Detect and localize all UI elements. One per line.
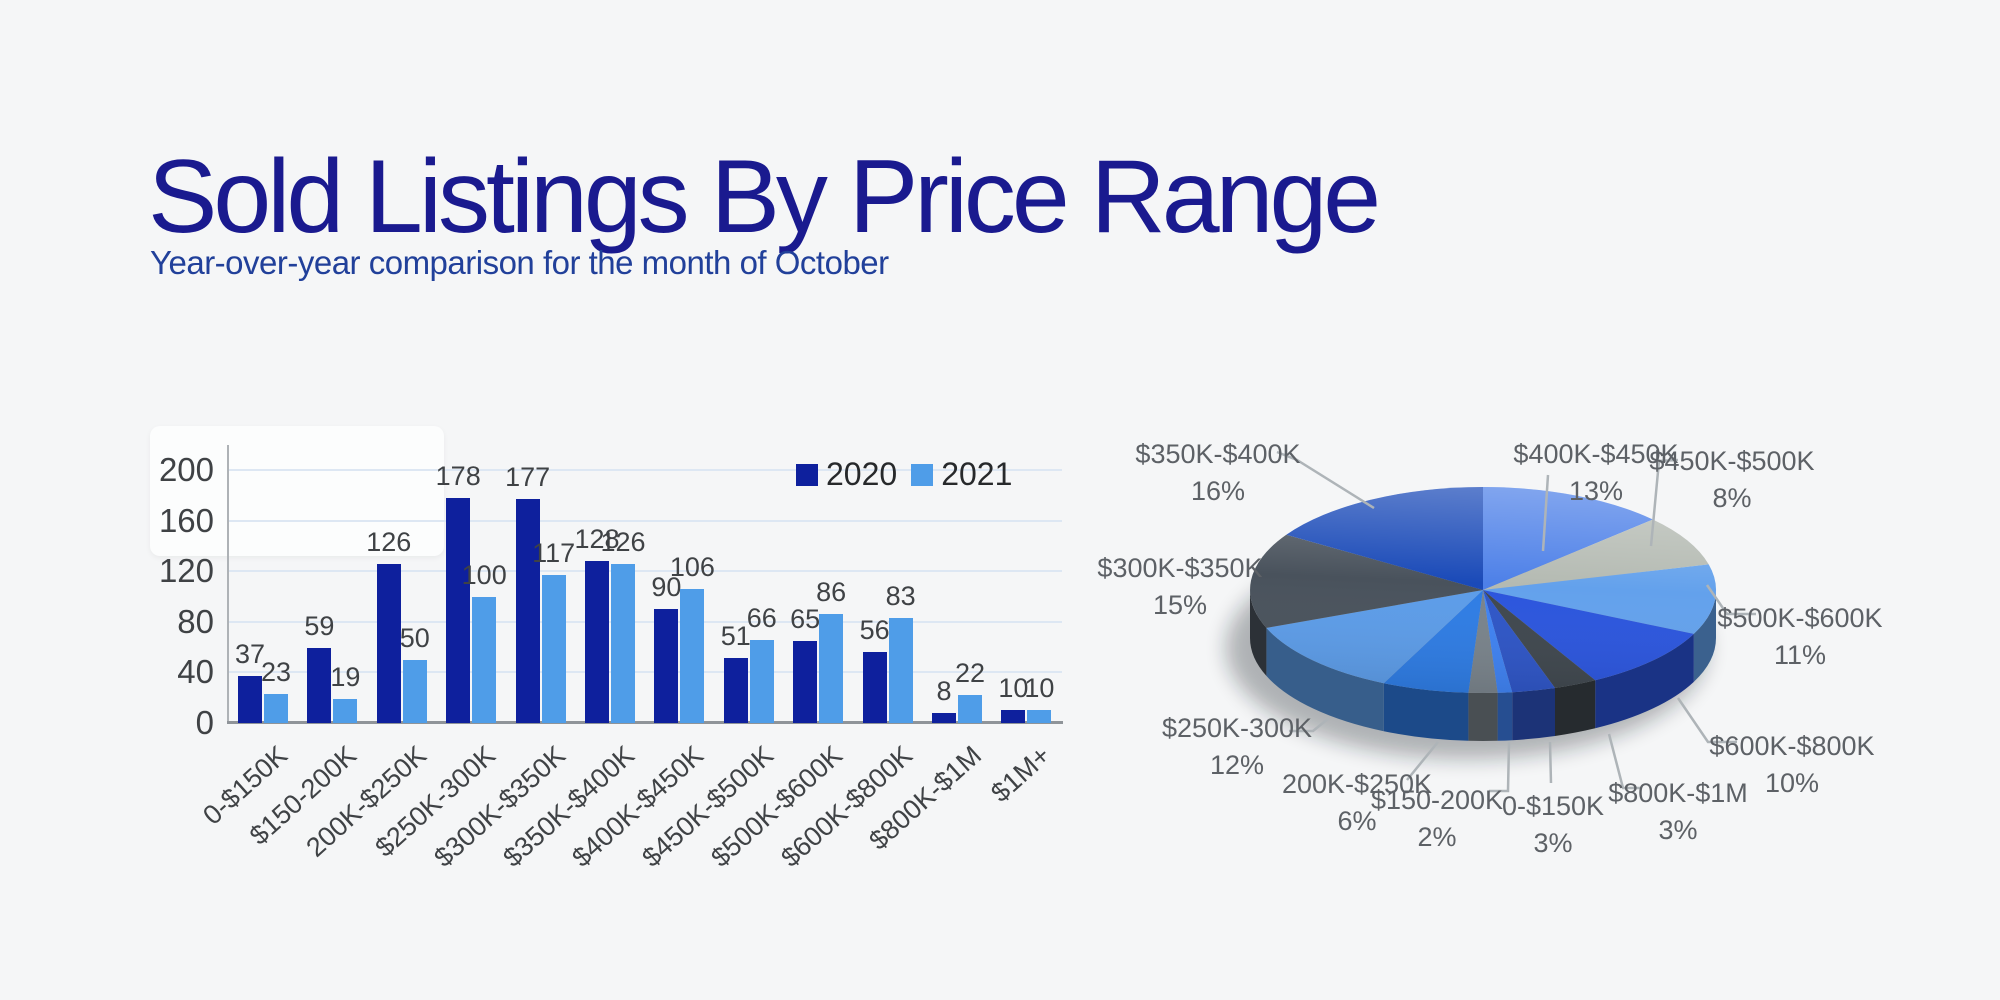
bar-value-label: 90 [651, 572, 682, 602]
bar-2020[interactable] [515, 499, 540, 723]
bar-value-label: 19 [330, 662, 361, 692]
bar-2020[interactable] [654, 609, 679, 723]
bar-2020[interactable] [307, 648, 332, 723]
bar-2021[interactable] [472, 597, 497, 723]
bar-2020[interactable] [446, 498, 471, 723]
bar-2021[interactable] [402, 660, 427, 723]
bar-2020[interactable] [793, 641, 818, 723]
y-axis-tick-label: 120 [158, 552, 214, 590]
page-subtitle: Year-over-year comparison for the month … [150, 244, 889, 281]
bar-2021[interactable] [333, 699, 358, 723]
bar-value-label: 22 [954, 658, 986, 688]
bar-2020[interactable] [585, 561, 609, 723]
bar-2021[interactable] [749, 640, 774, 723]
y-axis-tick-label: 0 [195, 704, 214, 741]
bar-value-label: 8 [936, 676, 952, 706]
bar-2021[interactable] [958, 695, 982, 723]
legend-swatch-2020 [796, 463, 818, 486]
bar-2020[interactable] [376, 564, 401, 723]
y-axis-tick-label: 160 [158, 501, 214, 539]
bar-value-label: 126 [600, 527, 646, 557]
gridline [228, 519, 1062, 522]
bar-value-label: 51 [720, 621, 751, 651]
y-axis-line [227, 445, 229, 723]
gridline [228, 671, 1062, 674]
bar-2020[interactable] [1001, 710, 1026, 723]
legend-item-2020[interactable]: 2020 [796, 456, 897, 493]
bar-2020[interactable] [932, 713, 956, 723]
gridline [228, 620, 1062, 623]
bar-2021[interactable] [1027, 710, 1052, 723]
bar-value-label: 86 [816, 577, 847, 607]
bar-value-label: 66 [746, 603, 777, 633]
bar-value-label: 117 [532, 538, 576, 568]
bar-value-label: 128 [574, 524, 620, 554]
bar-2021[interactable] [819, 614, 844, 723]
bar-2020[interactable] [723, 658, 748, 723]
x-axis-line [227, 721, 1063, 724]
bar-2021[interactable] [888, 618, 913, 723]
bar-value-label: 83 [885, 581, 916, 611]
bar-2020[interactable] [238, 676, 262, 723]
bar-2021[interactable] [264, 694, 288, 723]
bar-value-label: 10 [1024, 673, 1055, 703]
bar-value-label: 50 [399, 623, 430, 653]
chart-background-card [150, 426, 444, 556]
y-axis-tick-label: 80 [177, 602, 214, 640]
bar-value-label: 106 [669, 552, 715, 582]
bar-2020[interactable] [862, 652, 887, 723]
bar-value-label: 177 [505, 462, 551, 492]
bar-value-label: 23 [260, 657, 292, 687]
legend-item-2021[interactable]: 2021 [911, 456, 1012, 493]
bar-2021[interactable] [680, 589, 705, 723]
bar-value-label: 59 [304, 611, 335, 641]
bar-2021[interactable] [611, 564, 635, 723]
gridline [228, 570, 1062, 573]
page-title: Sold Listings By Price Range [148, 139, 1381, 255]
y-axis-tick-label: 200 [158, 451, 214, 488]
legend-label-2021: 2021 [941, 456, 1013, 492]
y-axis-tick-label: 40 [177, 653, 214, 691]
bar-value-label: 100 [461, 560, 507, 590]
legend-label-2020: 2020 [826, 456, 898, 492]
bar-value-label: 126 [366, 527, 412, 557]
legend-swatch-2021 [911, 463, 934, 486]
bar-value-label: 65 [790, 604, 821, 634]
bar-value-label: 56 [859, 615, 890, 645]
bar-2021[interactable] [541, 575, 566, 723]
gridline [228, 469, 1062, 471]
bar-chart-legend: 2020 2021 [796, 456, 1012, 493]
bar-value-label: 37 [234, 639, 266, 669]
bar-value-label: 178 [435, 461, 481, 491]
bar-value-label: 10 [998, 673, 1029, 703]
